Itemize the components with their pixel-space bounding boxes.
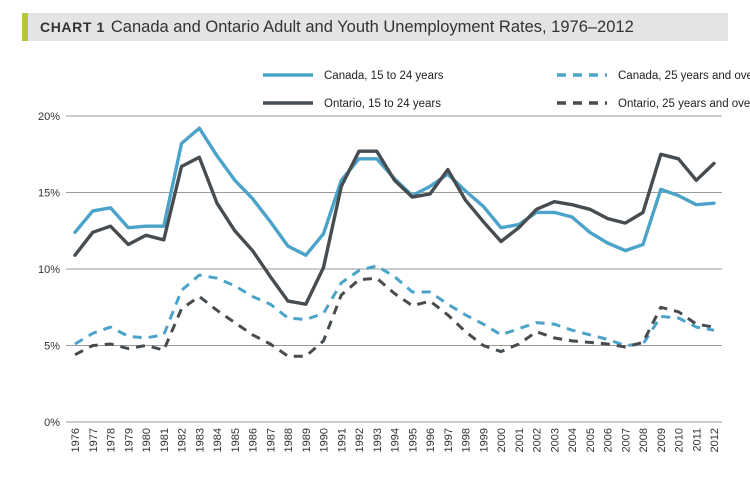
y-tick-label: 10% <box>38 264 60 276</box>
x-tick-label: 1985 <box>230 428 242 452</box>
legend-label: Ontario, 25 years and over <box>618 98 750 110</box>
chart-gridlines <box>66 115 722 423</box>
y-tick-label: 0% <box>44 417 60 429</box>
y-tick-label: 20% <box>38 111 60 123</box>
series-line-ontario-25-years-and-over <box>74 276 715 358</box>
y-tick-label: 5% <box>44 341 60 353</box>
x-tick-label: 1993 <box>372 428 384 452</box>
x-tick-label: 1995 <box>407 428 419 452</box>
series-line-canada-15-to-24-years <box>73 126 716 257</box>
chart-title-bar: CHART 1 Canada and Ontario Adult and Yout… <box>22 13 728 41</box>
x-tick-label: 1977 <box>88 428 100 452</box>
chart-title-label: CHART 1 <box>40 19 105 35</box>
x-tick-label: 2011 <box>691 428 703 452</box>
x-tick-label: 1978 <box>106 428 118 452</box>
x-tick-label: 2002 <box>532 428 544 452</box>
x-tick-label: 1984 <box>212 428 224 452</box>
x-tick-label: 1994 <box>390 428 402 452</box>
series-line-ontario-15-to-24-years <box>73 149 716 306</box>
y-tick-label: 15% <box>38 188 60 200</box>
title-accent-stripe <box>22 13 28 41</box>
x-tick-label: 1997 <box>443 428 455 452</box>
x-tick-label: 1996 <box>425 428 437 452</box>
x-tick-label: 1980 <box>141 428 153 452</box>
chart-legend: Canada, 15 to 24 years Canada, 25 years a… <box>263 70 750 110</box>
x-axis-tick-labels: 1976 1977 1978 1979 1980 1981 1982 1983 1984 1985… <box>70 428 721 452</box>
x-tick-label: 2009 <box>656 428 668 452</box>
x-tick-label: 1979 <box>123 428 135 452</box>
x-tick-label: 1982 <box>177 428 189 452</box>
legend-label: Canada, 15 to 24 years <box>324 70 444 82</box>
legend-label: Canada, 25 years and over <box>618 70 750 82</box>
x-tick-label: 1989 <box>301 428 313 452</box>
x-tick-label: 1998 <box>461 428 473 452</box>
x-tick-label: 2000 <box>496 428 508 452</box>
x-tick-label: 2012 <box>709 428 721 452</box>
x-tick-label: 1999 <box>478 428 490 452</box>
x-tick-label: 2007 <box>620 428 632 452</box>
chart-series-lines <box>73 126 716 358</box>
y-axis-tick-labels: 0% 5% 10% 15% 20% <box>38 111 60 429</box>
x-tick-label: 2005 <box>585 428 597 452</box>
x-tick-label: 2010 <box>674 428 686 452</box>
x-tick-label: 1988 <box>283 428 295 452</box>
series-line-canada-25-years-and-over <box>74 264 715 347</box>
x-tick-label: 1976 <box>70 428 82 452</box>
chart-title: CHART 1 Canada and Ontario Adult and Yout… <box>40 18 634 37</box>
x-tick-label: 2003 <box>549 428 561 452</box>
x-tick-label: 1987 <box>265 428 277 452</box>
x-tick-label: 2006 <box>603 428 615 452</box>
x-tick-label: 1992 <box>354 428 366 452</box>
x-tick-label: 2004 <box>567 428 579 452</box>
x-tick-label: 2008 <box>638 428 650 452</box>
chart-title-text: Canada and Ontario Adult and Youth Unemp… <box>110 18 634 36</box>
x-tick-label: 1990 <box>319 428 331 452</box>
legend-label: Ontario, 15 to 24 years <box>324 98 441 110</box>
x-tick-label: 2001 <box>514 428 526 452</box>
x-tick-label: 1981 <box>159 428 171 452</box>
x-tick-label: 1991 <box>336 428 348 452</box>
x-tick-label: 1986 <box>248 428 260 452</box>
x-tick-label: 1983 <box>194 428 206 452</box>
